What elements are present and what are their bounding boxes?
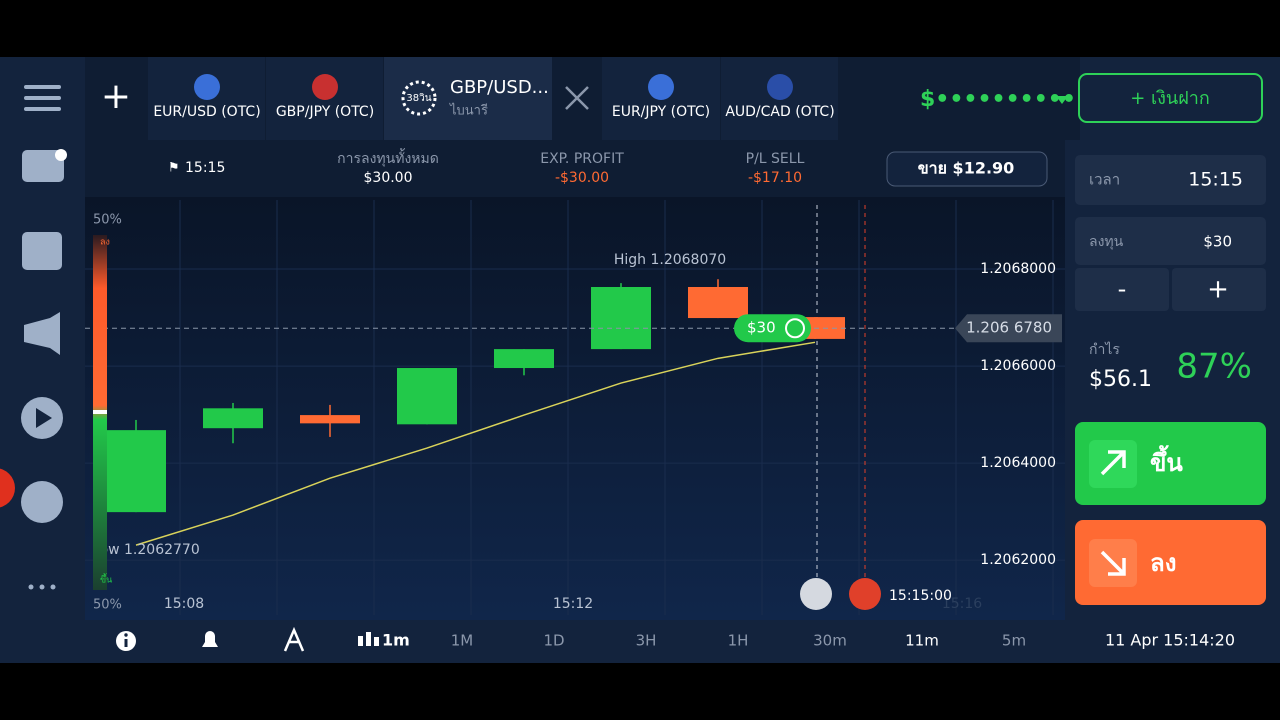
timeframe[interactable]: 1m xyxy=(382,631,410,650)
timer-icon xyxy=(800,578,832,610)
minus-button[interactable] xyxy=(1075,268,1169,311)
add-tab[interactable]: + xyxy=(101,76,131,117)
up-label: ขึ้น xyxy=(1150,444,1183,477)
alert-icon[interactable] xyxy=(202,631,218,647)
menu-icon[interactable] xyxy=(24,85,61,89)
calendar-icon[interactable] xyxy=(22,232,62,270)
draw-icon[interactable] xyxy=(283,626,305,652)
info-bar: ⚑ 15:15 การลงทุนทั้งหมด $30.00 EXP. PROF… xyxy=(85,140,1065,197)
datetime: 11 Apr 15:14:20 xyxy=(1105,631,1235,650)
plus-label: + xyxy=(1207,275,1229,305)
y-tick-label: 1.2068000 xyxy=(980,261,1056,277)
candle-body xyxy=(494,349,554,369)
tabs: + EUR/USD (OTC) GBP/JPY (OTC) 38วิน GBP/… xyxy=(85,57,1263,140)
time-box[interactable] xyxy=(1075,155,1266,205)
sidebar xyxy=(0,85,67,590)
expiry-icon xyxy=(849,578,881,610)
close-tab[interactable] xyxy=(565,86,589,110)
tab-label: EUR/JPY (OTC) xyxy=(612,104,710,120)
tab-label: AUD/CAD (OTC) xyxy=(725,104,834,120)
info-label: P/L SELL xyxy=(746,151,805,167)
high-label: High 1.2068070 xyxy=(614,252,726,268)
sell-button[interactable] xyxy=(886,151,1048,187)
current-price-label: 1.206 6780 xyxy=(966,319,1052,337)
promo-icon[interactable] xyxy=(24,312,60,355)
period[interactable]: 5m xyxy=(1002,632,1026,650)
period[interactable]: 1H xyxy=(728,632,749,650)
chat-icon[interactable] xyxy=(21,481,63,523)
candle-body xyxy=(203,408,263,429)
y-tick-label: 1.2062000 xyxy=(980,552,1056,568)
tab-label: GBP/JPY (OTC) xyxy=(276,104,374,120)
tab-timer: 38วิน xyxy=(406,93,431,104)
info-value: -$17.10 xyxy=(748,170,802,186)
deposit-button[interactable] xyxy=(1078,73,1263,123)
trade-marker xyxy=(734,314,811,343)
minus-label: - xyxy=(1118,275,1127,303)
chart: 1.2068000 1.2066000 1.2064000 1.2062000 15:0… xyxy=(85,200,1065,615)
period[interactable]: 30m xyxy=(813,632,847,650)
down-label: ลง xyxy=(1150,549,1176,577)
gauge-up: ขึ้น xyxy=(100,573,112,586)
x-tick-label: 15:12 xyxy=(553,596,593,612)
low-label: Low 1.2062770 xyxy=(92,542,200,558)
period[interactable]: 3H xyxy=(636,632,657,650)
profit-label: กำไร xyxy=(1089,341,1120,358)
profit-value: $56.1 xyxy=(1089,367,1152,392)
time-label: เวลา xyxy=(1089,171,1120,189)
period[interactable]: 1M xyxy=(451,632,474,650)
x-tick-label: 15:08 xyxy=(164,596,204,612)
info-label: EXP. PROFIT xyxy=(540,151,624,167)
trade-panel: เวลา 15:15 ลงทุน $30 - + กำไร $56.1 87% … xyxy=(1065,140,1280,663)
tab-label: GBP/USD... xyxy=(450,77,549,98)
plus-button[interactable] xyxy=(1172,268,1266,311)
invest-value: $30 xyxy=(1203,233,1232,251)
time-value: 15:15 xyxy=(1188,169,1243,191)
gauge-down: ลง xyxy=(100,238,110,248)
candle-body xyxy=(397,368,457,425)
tab-label: EUR/USD (OTC) xyxy=(153,104,260,120)
y-tick-label: 1.2064000 xyxy=(980,455,1056,471)
portfolio-icon[interactable] xyxy=(22,150,64,182)
candle-body xyxy=(106,430,166,513)
tab-sub: ไบนารี xyxy=(449,103,488,119)
sell-label: ขาย $12.90 xyxy=(918,159,1015,178)
info-value: -$30.00 xyxy=(555,170,609,186)
deposit-label: + เงินฝาก xyxy=(1130,88,1210,109)
current-price-box xyxy=(955,314,1062,343)
candle-body xyxy=(300,415,360,424)
period[interactable]: 11m xyxy=(905,632,939,650)
candle-body xyxy=(688,287,748,319)
candle-body xyxy=(591,287,651,350)
invest-label: ลงทุน xyxy=(1089,234,1124,250)
info-value: $30.00 xyxy=(364,170,413,186)
y-tick-label: 1.2066000 xyxy=(980,358,1056,374)
expiry-label: 15:15:00 xyxy=(889,588,952,604)
tab-active[interactable] xyxy=(384,57,552,140)
invest-box[interactable] xyxy=(1075,217,1266,265)
indicator-line xyxy=(135,341,816,546)
info-label: การลงทุนทั้งหมด xyxy=(337,148,439,167)
gauge-top: 50% xyxy=(93,213,122,228)
payout-percent: 87% xyxy=(1176,347,1252,387)
notify-dot xyxy=(0,468,15,508)
trade-icon xyxy=(785,318,805,339)
info-time: 15:15 xyxy=(185,160,225,176)
gauge-bottom: 50% xyxy=(93,598,122,613)
svg-text:⚑: ⚑ xyxy=(168,161,180,176)
trade-label: $30 xyxy=(747,319,776,337)
x-tick-label: 15:16 xyxy=(942,596,982,612)
period[interactable]: 1D xyxy=(543,632,564,650)
balance[interactable]: $•••••••••• xyxy=(920,87,1076,112)
toolbar: 1m 11 Apr 15:14:20 1M 1D 3H 1H 30m 11m 5m xyxy=(85,620,1280,663)
